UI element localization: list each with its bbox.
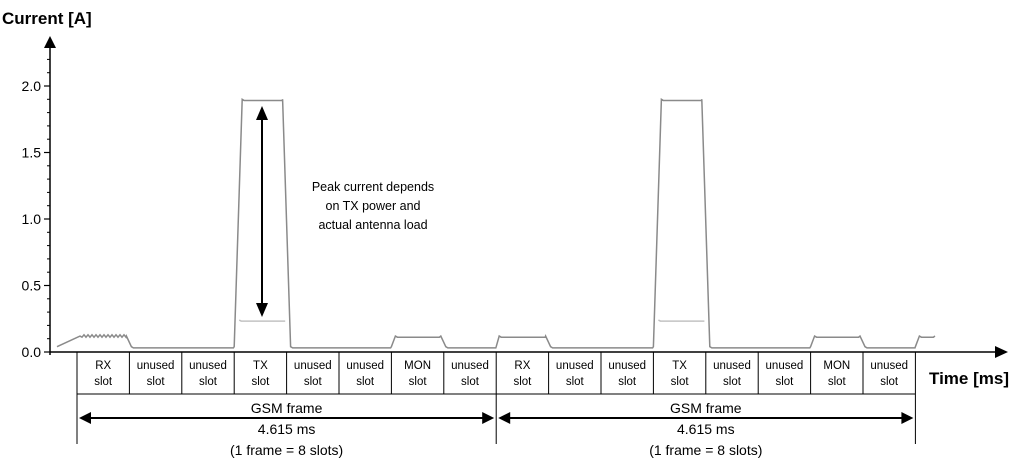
slot-grid: RX slot unused slot unused slot TX slot unused sl… <box>76 352 916 444</box>
slot-label-word: slot <box>566 376 585 388</box>
peak-annotation: Peak current depends on TX power and act… <box>256 106 434 317</box>
y-axis-title: Current [A] <box>2 9 92 28</box>
slot-label-name: unused <box>608 360 646 372</box>
y-axis-ticks: 0.0 0.5 1.0 1.5 2.0 <box>22 58 50 360</box>
frame-title: GSM frame <box>670 400 742 416</box>
y-axis-arrow <box>44 36 56 48</box>
slot-label-name: TX <box>672 360 687 372</box>
slot-label-word: slot <box>304 376 323 388</box>
slot-label-word: slot <box>513 376 532 388</box>
slot-label-name: TX <box>253 360 268 372</box>
y-tick-label: 1.0 <box>22 211 42 227</box>
slot-label-name: unused <box>870 360 908 372</box>
frame-duration: 4.615 ms <box>258 421 316 437</box>
slot-label-word: slot <box>409 376 428 388</box>
slot-label-word: slot <box>94 376 113 388</box>
frame-note: (1 frame = 8 slots) <box>649 442 762 458</box>
frame-arrow-right <box>901 412 914 424</box>
frame-arrow-left <box>498 412 511 424</box>
slot-label-name: unused <box>556 360 594 372</box>
slot-label-name: unused <box>713 360 751 372</box>
tx-low-power-trace <box>238 319 286 322</box>
slot-label-word: slot <box>775 376 794 388</box>
slot-label-word: slot <box>251 376 270 388</box>
frame-arrow-right <box>482 412 495 424</box>
slot-label-name: RX <box>514 360 530 372</box>
slot-label-word: slot <box>199 376 218 388</box>
slot-label-name: unused <box>766 360 804 372</box>
slot-label-name: unused <box>451 360 489 372</box>
gsm-frames: GSM frame 4.615 ms (1 frame = 8 slots) GSM … <box>79 400 914 458</box>
peak-arrow-up <box>256 106 268 120</box>
current-trace <box>56 98 936 349</box>
frame-arrow-left <box>79 412 91 424</box>
y-tick-label: 2.0 <box>22 78 42 94</box>
slot-label-word: slot <box>671 376 690 388</box>
slot-label-name: unused <box>346 360 384 372</box>
frame-note: (1 frame = 8 slots) <box>230 442 343 458</box>
slot-label-word: slot <box>461 376 480 388</box>
peak-note-line-3: actual antenna load <box>318 218 427 232</box>
slot-label-word: slot <box>147 376 166 388</box>
slot-label-word: slot <box>618 376 637 388</box>
slot-label-word: slot <box>880 376 899 388</box>
slot-label-word: slot <box>828 376 847 388</box>
peak-arrow-down <box>256 303 268 317</box>
slot-label-name: RX <box>95 360 111 372</box>
frame-title: GSM frame <box>251 400 323 416</box>
slot-label-name: unused <box>294 360 332 372</box>
y-tick-label: 1.5 <box>22 145 42 161</box>
slot-label-name: MON <box>404 360 431 372</box>
y-tick-label: 0.0 <box>22 344 42 360</box>
current-traces <box>56 98 936 349</box>
tx-low-power-trace <box>658 319 705 322</box>
x-axis-title: Time [ms] <box>929 369 1009 388</box>
peak-note-line-1: Peak current depends <box>312 180 434 194</box>
peak-note-line-2: on TX power and <box>326 199 421 213</box>
slot-label-name: MON <box>823 360 850 372</box>
x-axis-arrow <box>995 346 1008 358</box>
slot-label-name: unused <box>137 360 175 372</box>
slot-label-name: unused <box>189 360 227 372</box>
frame-duration: 4.615 ms <box>677 421 735 437</box>
slot-label-word: slot <box>356 376 375 388</box>
y-tick-label: 0.5 <box>22 278 42 294</box>
slot-label-word: slot <box>723 376 742 388</box>
